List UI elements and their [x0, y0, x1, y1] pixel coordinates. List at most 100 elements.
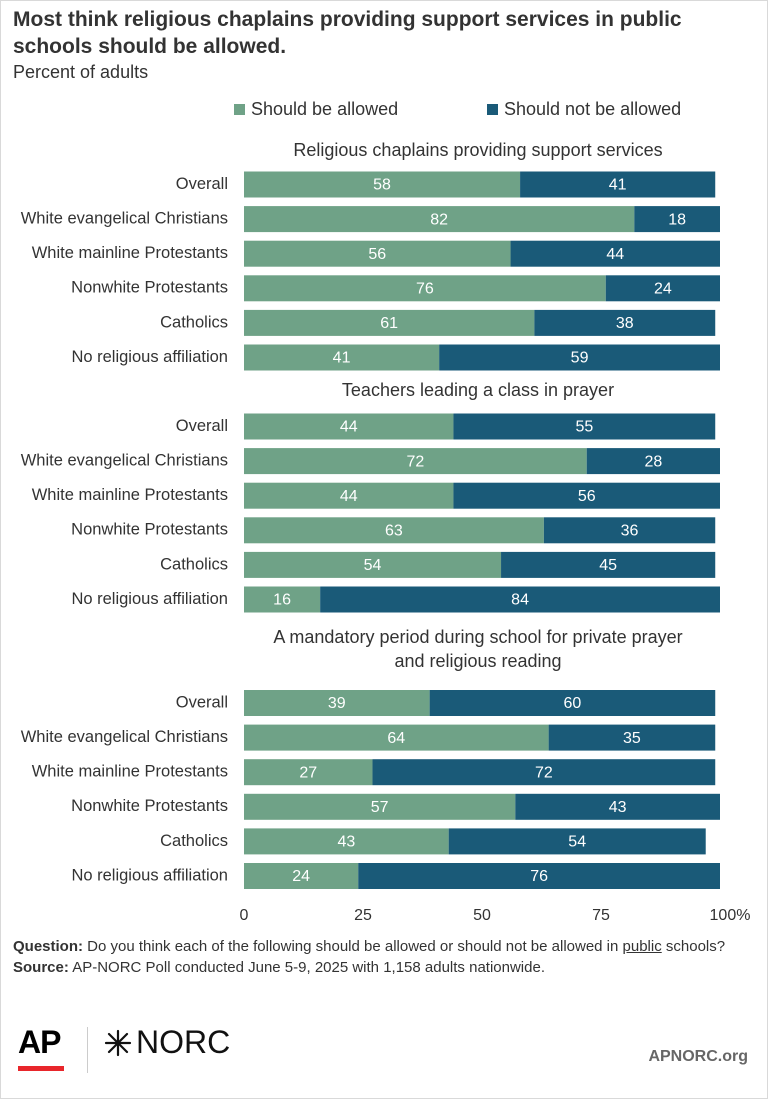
- bar-allowed: [244, 275, 606, 302]
- category-label: White mainline Protestants: [32, 763, 228, 781]
- norc-logo-text: NORC: [136, 1024, 231, 1060]
- data-label-not-allowed: 44: [606, 246, 624, 263]
- footnote: Question: Do you think each of the follo…: [13, 936, 758, 978]
- data-label-not-allowed: 56: [578, 488, 596, 505]
- category-label: White mainline Protestants: [32, 486, 228, 504]
- data-label-not-allowed: 45: [599, 557, 617, 574]
- data-label-allowed: 82: [430, 211, 448, 228]
- x-tick-label: 75: [592, 907, 610, 924]
- x-tick-label: 50: [473, 907, 491, 924]
- legend: Should be allowed Should not be allowed: [0, 99, 768, 121]
- data-label-allowed: 64: [387, 730, 405, 747]
- category-label: Catholics: [160, 832, 228, 850]
- data-label-not-allowed: 28: [644, 453, 662, 470]
- bar-allowed: [244, 793, 516, 820]
- data-label-allowed: 16: [273, 592, 291, 609]
- data-label-not-allowed: 36: [621, 523, 639, 540]
- category-label: White evangelical Christians: [21, 728, 228, 746]
- data-label-not-allowed: 76: [530, 868, 548, 885]
- category-label: White evangelical Christians: [21, 209, 228, 227]
- category-label: Nonwhite Protestants: [71, 279, 228, 297]
- bar-allowed: [244, 828, 449, 855]
- bar-not-allowed: [453, 413, 716, 440]
- data-label-not-allowed: 84: [511, 592, 529, 609]
- data-label-allowed: 76: [416, 281, 434, 298]
- category-label: No religious affiliation: [71, 348, 228, 366]
- bar-allowed: [244, 551, 502, 578]
- bar-not-allowed: [634, 206, 720, 233]
- data-label-not-allowed: 18: [668, 211, 686, 228]
- legend-swatch-allowed: [234, 104, 245, 115]
- bar-not-allowed: [510, 240, 720, 267]
- source-text: AP-NORC Poll conducted June 5-9, 2025 wi…: [72, 959, 545, 976]
- x-tick-label: 100%: [710, 907, 751, 924]
- data-label-not-allowed: 24: [654, 281, 672, 298]
- bar-not-allowed: [439, 344, 720, 371]
- category-label: White mainline Protestants: [32, 244, 228, 262]
- bar-allowed: [244, 863, 359, 889]
- data-label-not-allowed: 60: [564, 695, 582, 712]
- data-label-allowed: 72: [406, 453, 424, 470]
- data-label-allowed: 56: [368, 246, 386, 263]
- data-label-allowed: 61: [380, 315, 398, 332]
- stacked-bar-chart: Religious chaplains providing support se…: [21, 140, 751, 924]
- question-text-underlined: public: [622, 938, 662, 955]
- question-text-a: Do you think each of the following shoul…: [87, 938, 623, 955]
- panel-title: and religious reading: [394, 651, 561, 671]
- bar-allowed: [244, 690, 430, 716]
- bar-allowed: [244, 413, 454, 440]
- bar-allowed: [244, 206, 635, 233]
- data-label-not-allowed: 43: [609, 799, 627, 816]
- bar-allowed: [244, 344, 440, 371]
- ap-logo: AP: [18, 1024, 61, 1060]
- bar-not-allowed: [429, 690, 716, 716]
- bar-not-allowed: [548, 724, 716, 751]
- question-note: Question: Do you think each of the follo…: [13, 936, 758, 957]
- panel-title: A mandatory period during school for pri…: [273, 627, 682, 647]
- data-label-allowed: 57: [371, 799, 389, 816]
- data-label-allowed: 39: [328, 695, 346, 712]
- data-label-allowed: 54: [364, 557, 382, 574]
- legend-item-not-allowed: Should not be allowed: [487, 99, 681, 120]
- legend-label-not-allowed: Should not be allowed: [504, 99, 682, 119]
- data-label-not-allowed: 72: [535, 764, 553, 781]
- question-label: Question:: [13, 938, 83, 955]
- data-label-allowed: 27: [299, 764, 317, 781]
- legend-item-allowed: Should be allowed: [234, 99, 398, 120]
- bar-allowed: [244, 309, 535, 336]
- bar-not-allowed: [358, 863, 720, 889]
- question-text-b: schools?: [661, 938, 726, 955]
- panel-title: Religious chaplains providing support se…: [293, 140, 662, 160]
- category-label: Overall: [176, 693, 228, 711]
- bar-allowed: [244, 517, 544, 544]
- category-label: Catholics: [160, 555, 228, 573]
- category-label: Nonwhite Protestants: [71, 521, 228, 539]
- bar-not-allowed: [320, 586, 720, 613]
- x-tick-label: 25: [354, 907, 372, 924]
- bar-not-allowed: [515, 793, 720, 820]
- bar-allowed: [244, 240, 511, 267]
- bar-allowed: [244, 482, 454, 509]
- bar-allowed: [244, 759, 373, 786]
- norc-logo: NORC: [104, 1024, 230, 1061]
- ap-logo-underline: [18, 1066, 64, 1071]
- data-label-not-allowed: 59: [571, 350, 589, 367]
- data-label-not-allowed: 38: [616, 315, 634, 332]
- bar-not-allowed: [453, 482, 720, 509]
- brand-url: APNORC.org: [648, 1048, 748, 1065]
- bar-allowed: [244, 586, 321, 613]
- category-label: White evangelical Christians: [21, 451, 228, 469]
- data-label-allowed: 24: [292, 868, 310, 885]
- bar-allowed: [244, 448, 587, 475]
- category-label: Overall: [176, 417, 228, 435]
- data-label-allowed: 43: [337, 834, 355, 851]
- chart-title: Most think religious chaplains providing…: [13, 8, 682, 58]
- data-label-not-allowed: 41: [609, 177, 627, 194]
- bar-not-allowed: [534, 309, 716, 336]
- data-label-allowed: 63: [385, 523, 403, 540]
- x-tick-label: 0: [240, 907, 249, 924]
- data-label-allowed: 44: [340, 488, 358, 505]
- legend-label-allowed: Should be allowed: [251, 99, 399, 119]
- panel-title: Teachers leading a class in prayer: [342, 380, 614, 400]
- legend-swatch-not-allowed: [487, 104, 498, 115]
